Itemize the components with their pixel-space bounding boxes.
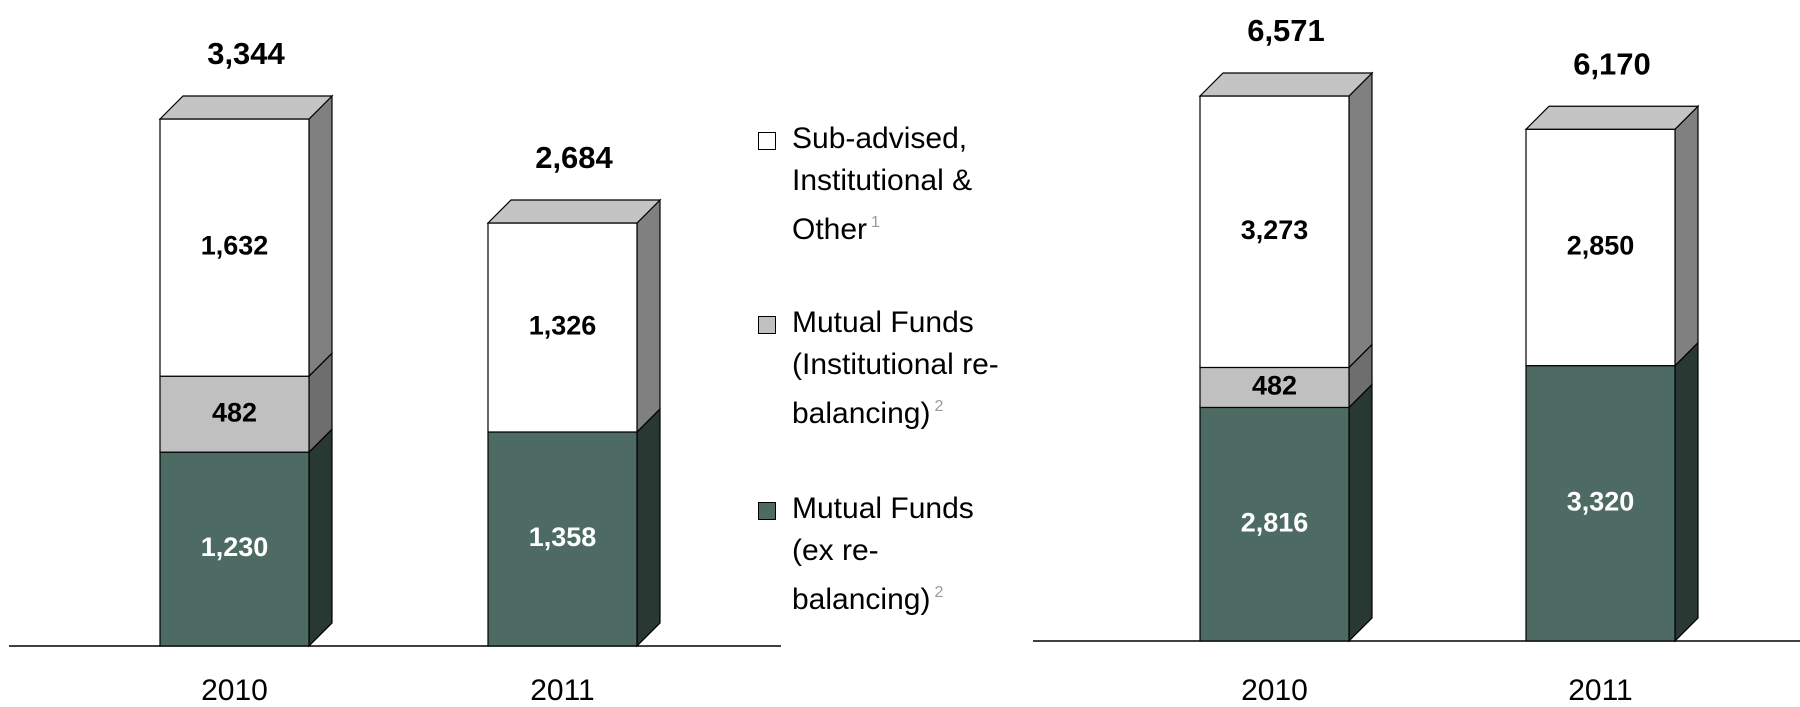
bar-side xyxy=(636,198,661,434)
bar-segment xyxy=(159,118,310,377)
footnote-mark: 2 xyxy=(934,584,944,601)
legend-swatch xyxy=(758,132,776,150)
bar-segment xyxy=(487,431,638,647)
value-label: 482 xyxy=(1252,371,1297,401)
bar-segment xyxy=(1199,95,1350,369)
bar-side xyxy=(1674,341,1699,643)
legend-text: Mutual Funds (Institutional re-balancing… xyxy=(792,302,1022,435)
value-label: 2,816 xyxy=(1241,507,1309,537)
bar-segment xyxy=(1525,365,1676,642)
bar-side xyxy=(1348,71,1373,369)
bar-segment xyxy=(1199,406,1350,642)
footnote-mark: 1 xyxy=(871,214,880,231)
value-label: 1,230 xyxy=(201,532,269,562)
total-label: 6,571 xyxy=(1247,13,1325,48)
x-tick-label: 2010 xyxy=(1241,674,1308,707)
bar-segment xyxy=(1525,128,1676,367)
bar-top xyxy=(158,95,334,120)
bar-segment xyxy=(487,222,638,433)
bar-top xyxy=(1198,72,1374,97)
bar-segment xyxy=(159,451,310,647)
bar-top xyxy=(1524,105,1700,130)
bar-segment xyxy=(1199,366,1350,409)
value-label: 1,632 xyxy=(201,231,269,261)
total-label: 3,344 xyxy=(207,36,285,71)
value-label: 482 xyxy=(212,397,257,427)
x-tick-label: 2010 xyxy=(201,674,268,707)
value-label: 1,358 xyxy=(529,522,597,552)
legend-label: Sub-advised, Institutional & Other xyxy=(792,122,973,246)
bar-side xyxy=(308,94,333,378)
bar-side xyxy=(1674,104,1699,368)
legend-label: Mutual Funds (Institutional re-balancing… xyxy=(792,306,999,430)
legend-text: Mutual Funds (ex re-balancing) 2 xyxy=(792,488,1022,621)
x-tick-label: 2011 xyxy=(1568,674,1633,707)
value-label: 3,320 xyxy=(1567,486,1635,516)
bar-side xyxy=(308,427,333,648)
value-label: 2,850 xyxy=(1567,231,1635,261)
bar-top xyxy=(486,199,662,224)
x-tick-label: 2011 xyxy=(530,674,595,707)
total-label: 2,684 xyxy=(535,140,613,175)
value-label: 3,273 xyxy=(1241,215,1309,245)
footnote-mark: 2 xyxy=(934,398,944,415)
value-label: 1,326 xyxy=(529,311,597,341)
total-label: 6,170 xyxy=(1573,46,1651,81)
legend-swatch xyxy=(758,316,776,334)
bar-side xyxy=(1348,382,1373,643)
legend-text: Sub-advised, Institutional & Other 1 xyxy=(792,118,1022,251)
bar-side xyxy=(636,407,661,648)
legend-label: Mutual Funds (ex re-balancing) xyxy=(792,492,974,616)
legend-swatch xyxy=(758,502,776,520)
